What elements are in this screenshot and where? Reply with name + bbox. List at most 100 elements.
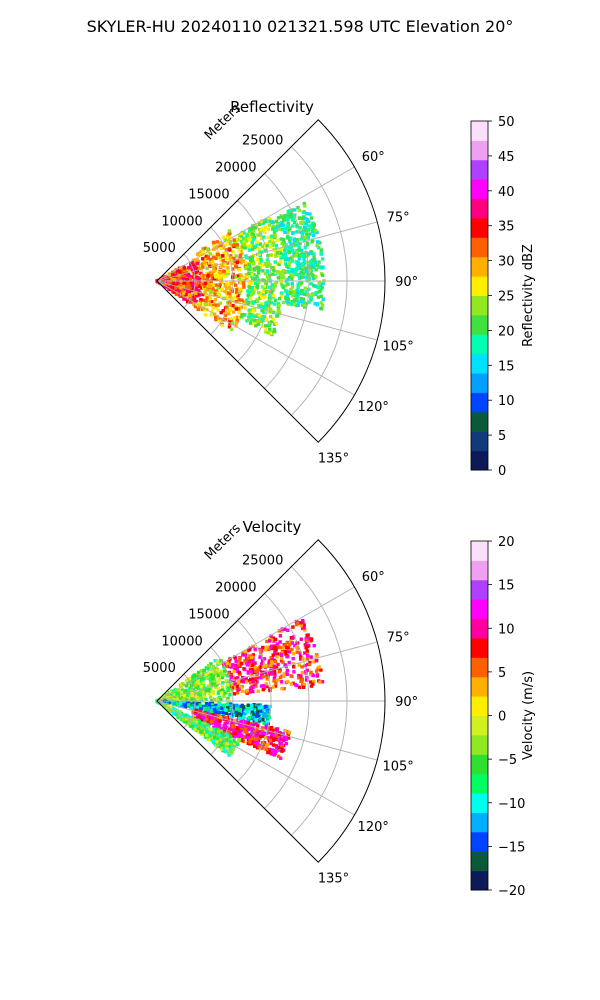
field-gate (222, 673, 226, 677)
field-gate (291, 274, 295, 278)
field-gate (292, 237, 297, 241)
field-gate (256, 298, 260, 302)
field-gate (283, 262, 288, 266)
field-gate (179, 714, 183, 718)
field-gate (220, 731, 224, 736)
field-gate (195, 261, 200, 266)
field-gate (230, 725, 235, 729)
field-gate (257, 271, 261, 275)
field-gate (239, 281, 243, 285)
field-gate (210, 682, 215, 686)
field-gate (271, 750, 276, 755)
field-gate (248, 737, 252, 742)
field-gate (204, 302, 208, 306)
field-gate (309, 684, 314, 688)
field-gate (287, 650, 292, 654)
field-gate (245, 239, 249, 243)
field-gate (219, 310, 223, 315)
field-gate (218, 710, 222, 715)
field-gate (234, 320, 239, 325)
field-gate (201, 728, 206, 733)
field-gate (247, 290, 251, 295)
field-gate (238, 255, 242, 260)
field-gate (226, 706, 230, 710)
field-gate (203, 718, 207, 723)
field-gate (211, 240, 216, 245)
field-gate (276, 223, 281, 227)
field-gate (202, 724, 206, 729)
field-gate (232, 316, 237, 320)
field-gate (241, 245, 245, 249)
field-gate (235, 274, 240, 278)
field-gate (276, 276, 281, 280)
field-gate (224, 738, 229, 742)
field-gate (243, 727, 248, 731)
field-gate (181, 291, 186, 296)
field-gate (170, 689, 174, 693)
field-gate (251, 261, 256, 266)
field-gate (231, 727, 236, 731)
field-gate (206, 676, 210, 680)
field-gate (223, 243, 228, 247)
field-gate (227, 285, 232, 289)
radial-tick-label: 20000 (215, 581, 256, 596)
field-gate (312, 252, 316, 256)
field-gate (186, 268, 190, 272)
field-gate (250, 243, 254, 247)
field-gate (295, 230, 299, 234)
field-gate (172, 707, 176, 711)
field-gate (259, 743, 263, 747)
field-gate (294, 253, 298, 258)
field-gate (282, 672, 286, 676)
field-gate (311, 673, 316, 678)
field-gate (174, 280, 178, 284)
field-gate (188, 300, 193, 304)
field-gate (215, 731, 219, 735)
field-gate (305, 644, 310, 649)
field-gate (274, 745, 279, 750)
field-gate (186, 272, 191, 277)
field-gate (236, 676, 240, 680)
field-gate (255, 319, 260, 323)
colorbar-tick-label: 10 (498, 622, 515, 637)
field-gate (303, 204, 307, 208)
field-gate (270, 220, 274, 225)
field-gate (281, 227, 285, 232)
colorbar-swatch (471, 870, 488, 891)
field-gate (207, 702, 211, 707)
field-gate (225, 704, 229, 708)
field-gate (280, 686, 284, 691)
colorbar-tick-label: 25 (498, 290, 515, 305)
field-gate (314, 659, 319, 663)
field-gate (235, 684, 240, 689)
field-gate (192, 703, 196, 708)
field-gate (272, 679, 276, 683)
field-gate (227, 325, 232, 329)
field-gate (273, 660, 278, 664)
field-gate (314, 654, 318, 658)
field-gate (201, 265, 205, 270)
field-gate (271, 317, 275, 321)
field-gate (241, 705, 246, 709)
field-gate (270, 272, 275, 276)
field-gate (221, 258, 225, 263)
field-gate (287, 275, 292, 280)
field-gate (176, 280, 180, 284)
field-gate (312, 255, 316, 260)
field-gate (305, 651, 310, 655)
field-gate (285, 216, 290, 221)
field-gate (221, 274, 226, 278)
field-gate (296, 273, 301, 277)
field-gate (198, 276, 202, 280)
field-gate (233, 663, 238, 668)
field-gate (219, 743, 224, 747)
field-gate (274, 228, 278, 233)
field-gate (278, 271, 282, 276)
field-gate (245, 319, 249, 323)
field-gate (250, 668, 255, 672)
field-gate (221, 309, 225, 313)
field-gate (182, 703, 186, 707)
field-gate (219, 715, 223, 720)
field-gate (240, 298, 244, 302)
colorbar-tick-label: 40 (498, 185, 515, 200)
